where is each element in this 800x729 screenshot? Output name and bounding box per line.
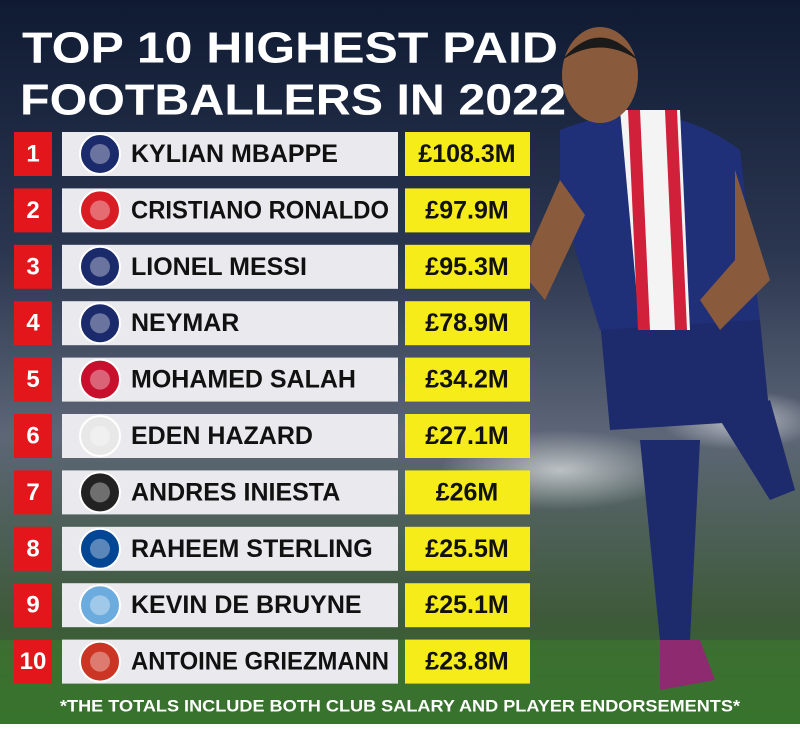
ranking-list: 1 KYLIAN MBAPPE £108.3M 2 CRISTIANO RONALDO £… — [14, 132, 530, 684]
amount-box — [405, 470, 530, 515]
club-logo — [79, 415, 121, 457]
amount: £25.1M — [425, 591, 508, 619]
club-logo-inner — [90, 426, 110, 446]
rank-box — [14, 301, 52, 346]
club-logo-inner — [90, 256, 110, 277]
club-logo — [79, 133, 121, 175]
rank: 3 — [26, 253, 39, 280]
amount-box — [405, 244, 530, 289]
amount-box — [405, 526, 530, 571]
player-illustration — [520, 27, 795, 690]
club-logo-inner — [90, 538, 110, 559]
rank: 1 — [26, 141, 39, 168]
club-logo — [79, 527, 121, 570]
amount: £97.9M — [425, 196, 508, 224]
amount-box — [405, 414, 530, 458]
club-logo-inner — [90, 313, 110, 334]
amount: £23.8M — [425, 648, 508, 676]
club-logo — [79, 302, 121, 345]
club-logo-inner — [90, 595, 110, 616]
player-name: KEVIN DE BRUYNE — [131, 591, 362, 619]
club-logo — [79, 358, 121, 401]
player-name: RAHEEM STERLING — [131, 535, 373, 563]
rank-box — [14, 244, 52, 289]
club-logo — [79, 584, 121, 627]
footnote: *THE TOTALS INCLUDE BOTH CLUB SALARY AND… — [60, 697, 740, 716]
club-logo — [79, 245, 121, 288]
amount-box — [405, 132, 530, 176]
club-logo — [79, 471, 121, 514]
amount-box — [405, 639, 530, 684]
title-line: TOP 10 HIGHEST PAID — [22, 24, 558, 73]
amount: £25.5M — [425, 535, 508, 563]
rank: 6 — [26, 423, 39, 450]
player-name: LIONEL MESSI — [131, 253, 307, 281]
amount-box — [405, 583, 530, 628]
amount: £108.3M — [418, 140, 515, 168]
amount-box — [405, 301, 530, 346]
club-logo — [79, 640, 121, 683]
player-name: EDEN HAZARD — [131, 422, 313, 450]
club-logo-inner — [90, 144, 110, 164]
amount: £26M — [436, 478, 499, 506]
club-logo — [79, 189, 121, 232]
amount: £78.9M — [425, 309, 508, 337]
amount-box — [405, 357, 530, 402]
player-name: CRISTIANO RONALDO — [131, 196, 389, 224]
club-logo-inner — [90, 651, 110, 672]
club-logo-inner — [90, 482, 110, 503]
player-name: NEYMAR — [131, 309, 239, 337]
rank: 10 — [20, 648, 47, 675]
rank-box — [14, 414, 52, 458]
amount: £34.2M — [425, 366, 508, 394]
rank-box — [14, 639, 52, 684]
amount-box — [405, 188, 530, 233]
rank-box — [14, 188, 52, 233]
rank-box — [14, 132, 52, 176]
rank: 2 — [26, 197, 39, 224]
amount: £95.3M — [425, 253, 508, 281]
rank-box — [14, 470, 52, 515]
title-line: FOOTBALLERS IN 2022 — [20, 76, 566, 125]
player-name: ANTOINE GRIEZMANN — [131, 648, 389, 676]
rank: 8 — [26, 535, 39, 562]
rank-box — [14, 583, 52, 628]
club-logo-inner — [90, 369, 110, 390]
rank: 5 — [26, 366, 39, 393]
player-name: MOHAMED SALAH — [131, 366, 356, 394]
club-logo-inner — [90, 200, 110, 221]
player-name: KYLIAN MBAPPE — [131, 140, 338, 168]
rank: 9 — [26, 592, 39, 619]
amount: £27.1M — [425, 422, 508, 450]
rank-box — [14, 526, 52, 571]
player-name: ANDRES INIESTA — [131, 478, 340, 506]
rank: 7 — [26, 479, 39, 506]
rank: 4 — [26, 310, 40, 337]
rank-box — [14, 357, 52, 402]
